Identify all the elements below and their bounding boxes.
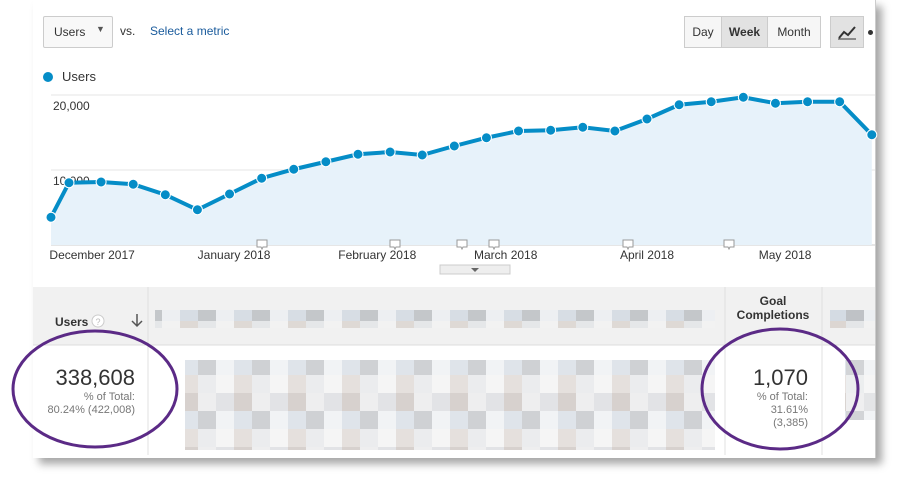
highlight-ellipse (11, 329, 179, 449)
metric-label: Users (54, 25, 86, 39)
column-header[interactable]: Goal Completions (737, 294, 810, 322)
x-tick-label: December 2017 (49, 248, 135, 262)
cell-total: (3,385) (773, 417, 808, 429)
legend-dot (43, 72, 53, 82)
point (577, 121, 589, 133)
svg-text:?: ? (95, 317, 100, 327)
cell-share-label: % of Total: (757, 391, 808, 403)
point (673, 99, 685, 111)
cell-share: 80.24% (422,008) (48, 404, 135, 416)
annotation-icon[interactable] (622, 239, 634, 251)
point (609, 125, 621, 137)
help-icon[interactable] (91, 314, 105, 328)
point (127, 178, 139, 190)
point (288, 163, 300, 175)
point (641, 113, 653, 125)
point (45, 211, 57, 223)
annotation-icon[interactable] (488, 239, 500, 251)
blurred-header (155, 310, 715, 328)
collapse-arrow (471, 268, 479, 272)
x-tick-label: April 2018 (620, 248, 674, 262)
blurred-header (830, 310, 875, 328)
point (159, 189, 171, 201)
line-icon (838, 26, 856, 40)
sort-arrow[interactable] (131, 314, 143, 328)
period-button[interactable]: Month (767, 16, 821, 48)
table: ? Users Goal Completions 338,608 % of Tot… (11, 287, 875, 455)
legend-label: Users (62, 69, 96, 84)
cell-share: 31.61% (771, 404, 809, 416)
point (63, 177, 75, 189)
point (95, 176, 107, 188)
dropdown-arrow: ▼ (96, 24, 105, 34)
column-header[interactable]: Users (55, 315, 89, 329)
x-tick-label: January 2018 (198, 248, 271, 262)
blurred-cells (185, 360, 715, 450)
annotation-icon[interactable] (723, 239, 735, 251)
annotation-icon[interactable] (456, 239, 468, 251)
x-tick-label: May 2018 (759, 248, 812, 262)
point (480, 132, 492, 144)
highlight-ellipse (700, 327, 860, 451)
chart-type-button[interactable] (830, 16, 864, 48)
annotation-icon[interactable] (256, 239, 268, 251)
point (191, 204, 203, 216)
point (513, 125, 525, 137)
cell-value: 1,070 (753, 365, 808, 390)
point (416, 149, 428, 161)
point (545, 124, 557, 136)
vs-label: vs. (120, 24, 136, 38)
point (737, 91, 749, 103)
x-tick-label: March 2018 (474, 248, 538, 262)
point (256, 172, 268, 184)
point (448, 140, 460, 152)
annotation-icon[interactable] (389, 239, 401, 251)
point (224, 188, 236, 200)
point (705, 96, 717, 108)
point (320, 156, 332, 168)
point (834, 96, 846, 108)
point (384, 146, 396, 158)
area (51, 97, 872, 245)
point (769, 97, 781, 109)
x-tick-label: February 2018 (338, 248, 416, 262)
point (352, 148, 364, 160)
point (802, 96, 814, 108)
cell-value: 338,608 (55, 365, 135, 390)
point (866, 129, 878, 141)
chart-type-dot[interactable] (868, 30, 873, 35)
cell-share-label: % of Total: (84, 391, 135, 403)
period-button[interactable]: Week (721, 16, 768, 48)
metric-dropdown[interactable]: Users ▼ (43, 16, 113, 48)
y-tick-label: 20,000 (53, 99, 90, 113)
select-metric-link[interactable]: Select a metric (150, 24, 230, 38)
blurred-cells (845, 360, 875, 420)
